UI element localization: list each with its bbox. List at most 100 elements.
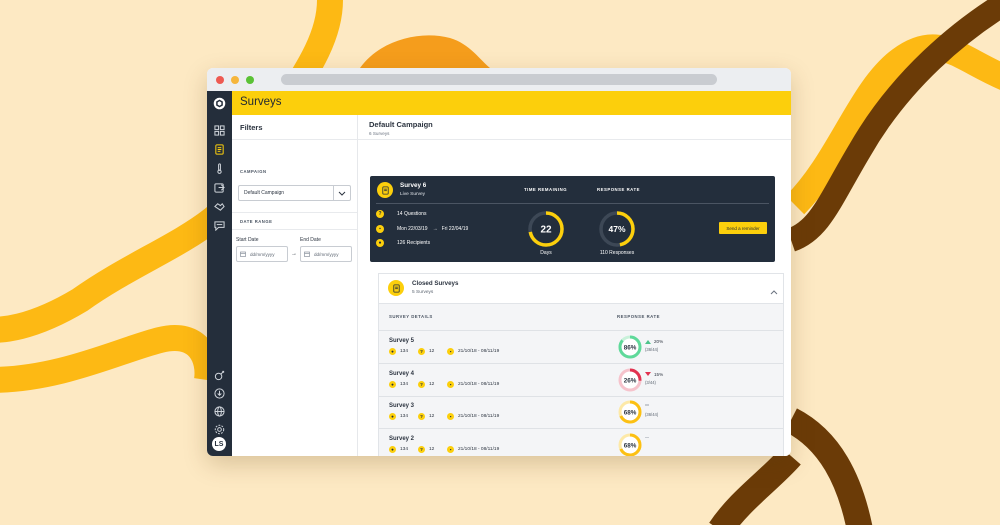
response-detail: (3/44) <box>645 379 656 385</box>
response-detail: (36/44) <box>645 412 659 417</box>
questions-meta: ? 12 <box>418 413 434 420</box>
days-caption: Days <box>540 250 552 256</box>
user-icon: ● <box>389 380 396 388</box>
download-icon[interactable] <box>213 387 226 400</box>
chevron-down-icon <box>333 186 350 200</box>
start-date-label: Start Date <box>236 237 259 243</box>
end-date-input[interactable]: dd/mm/yyyy <box>300 246 352 262</box>
response-detail: (36/44) <box>645 347 659 352</box>
browser-window: LS Surveys Filters CAMPAIGN Default Camp… <box>207 68 791 456</box>
response-rate-ring: 68% <box>618 400 642 424</box>
minimize-window-button[interactable] <box>231 76 239 84</box>
calendar-icon <box>304 251 310 257</box>
campaign-select[interactable]: Default Campaign <box>238 185 351 201</box>
survey-dates: 21/10/18 - 08/11/19 <box>458 414 500 419</box>
close-window-button[interactable] <box>216 76 224 84</box>
trend-flat-icon <box>645 404 649 406</box>
user-avatar[interactable]: LS <box>212 437 226 451</box>
question-icon: ? <box>418 413 425 420</box>
campaign-label: CAMPAIGN <box>240 169 267 174</box>
dates-meta: ▪ 21/10/18 - 08/11/19 <box>447 413 499 420</box>
responses-caption: 110 Responses <box>599 250 635 256</box>
thermometer-icon[interactable] <box>213 162 226 175</box>
question-icon: ? <box>376 210 384 218</box>
response-rate-arc <box>618 400 642 424</box>
trend-flat-icon <box>645 436 649 438</box>
arrow-right-icon: → <box>291 251 297 257</box>
questions-count: 12 <box>429 414 435 419</box>
survey-name: Survey 5 <box>389 338 415 344</box>
survey-dates: 21/10/18 - 08/11/19 <box>458 349 500 354</box>
response-rate-value: 68% <box>624 409 637 416</box>
filters-panel: Filters CAMPAIGN Default Campaign DATE R… <box>232 115 358 456</box>
logo-icon[interactable] <box>207 91 232 115</box>
tools-icon[interactable] <box>213 369 226 382</box>
arrow-right-icon: → <box>432 226 438 232</box>
user-icon: ● <box>389 348 396 355</box>
response-rate-label: RESPONSE RATE <box>597 187 640 192</box>
survey-row[interactable]: Survey 2 ● 134? 12 ▪ 21/10/18 - 08/11/19 68% <box>379 429 783 456</box>
chevron-up-icon[interactable] <box>770 282 778 300</box>
start-date-text: Mon 22/03/19 <box>397 226 428 232</box>
survey-row[interactable]: Survey 5 ● 134? 12 ▪ 21/10/18 - 08/11/19 86% 20… <box>379 331 783 363</box>
import-icon[interactable] <box>213 181 226 194</box>
dates-meta: ▪ 21/10/18 - 08/11/19 <box>447 445 500 453</box>
survey-name: Survey 4 <box>389 370 415 377</box>
calendar-icon: ▪ <box>447 380 454 388</box>
end-date-text: Fri 22/04/19 <box>441 226 469 232</box>
divider <box>376 203 769 204</box>
recipients-count: 134 <box>400 446 409 452</box>
response-rate-arc <box>618 368 642 391</box>
days-remaining-ring: 22 <box>528 211 564 247</box>
response-rate-ring: 68% <box>618 433 642 456</box>
question-icon: ? <box>418 380 425 388</box>
trend-indicator: 15% <box>645 372 663 377</box>
response-rate-arc <box>618 335 642 359</box>
live-survey-name: Survey 6 <box>400 182 427 189</box>
start-date-input[interactable]: dd/mm/yyyy <box>236 246 288 262</box>
send-reminder-button[interactable]: Send a reminder <box>719 222 767 234</box>
question-icon: ? <box>418 445 425 453</box>
settings-icon[interactable] <box>213 423 226 436</box>
address-bar[interactable] <box>281 74 717 85</box>
trend-indicator: 20% <box>645 339 663 344</box>
days-value: 22 <box>540 225 552 236</box>
recipients-meta: ● 134 <box>389 380 409 388</box>
handshake-icon[interactable] <box>213 200 226 213</box>
calendar-icon: ▪ <box>447 348 454 355</box>
live-survey-card[interactable]: Survey 6 Live Survey TIME REMAINING RESP… <box>370 176 775 262</box>
trend-indicator <box>645 436 652 438</box>
surveys-icon[interactable] <box>213 143 226 156</box>
divider <box>232 139 357 140</box>
response-rate-ring: 26% <box>618 368 642 391</box>
survey-document-icon <box>377 182 393 198</box>
dashboard-icon[interactable] <box>213 124 226 137</box>
questions-meta: ? 12 <box>418 348 434 355</box>
survey-row[interactable]: Survey 3 ● 134? 12 ▪ 21/10/18 - 08/11/19 68% (3… <box>379 396 783 428</box>
campaign-title: Default Campaign <box>369 120 433 129</box>
browser-chrome <box>207 68 791 91</box>
survey-row[interactable]: Survey 4 ● 134? 12 ▪ 21/10/18 - 08/11/19 26% 15… <box>379 364 783 396</box>
questions-meta: ? 12 <box>418 445 434 453</box>
recipients-count: 134 <box>400 381 409 387</box>
dates-meta: ▪ 21/10/18 - 08/11/19 <box>447 348 499 355</box>
closed-surveys-count: 5 Surveys <box>412 290 434 295</box>
chat-icon[interactable] <box>213 219 226 232</box>
date-range-label: DATE RANGE <box>240 219 273 224</box>
recipients-count: 134 <box>400 349 409 354</box>
globe-icon[interactable] <box>213 405 226 418</box>
closed-surveys-header[interactable]: Closed Surveys 5 Surveys <box>379 274 783 304</box>
calendar-icon <box>240 251 246 257</box>
campaign-count: 6 Surveys <box>369 131 390 136</box>
user-icon: ● <box>376 239 384 247</box>
questions-meta: ? 12 <box>418 380 434 388</box>
maximize-window-button[interactable] <box>246 76 254 84</box>
survey-name: Survey 2 <box>389 435 415 442</box>
end-date-placeholder: dd/mm/yyyy <box>314 251 339 257</box>
app: LS Surveys Filters CAMPAIGN Default Camp… <box>207 91 791 456</box>
divider <box>379 428 783 429</box>
calendar-icon: ▪ <box>447 413 454 420</box>
survey-dates: 21/10/18 - 08/11/19 <box>458 446 500 452</box>
days-remaining-arc <box>528 211 564 247</box>
end-date-label: End Date <box>300 237 321 243</box>
